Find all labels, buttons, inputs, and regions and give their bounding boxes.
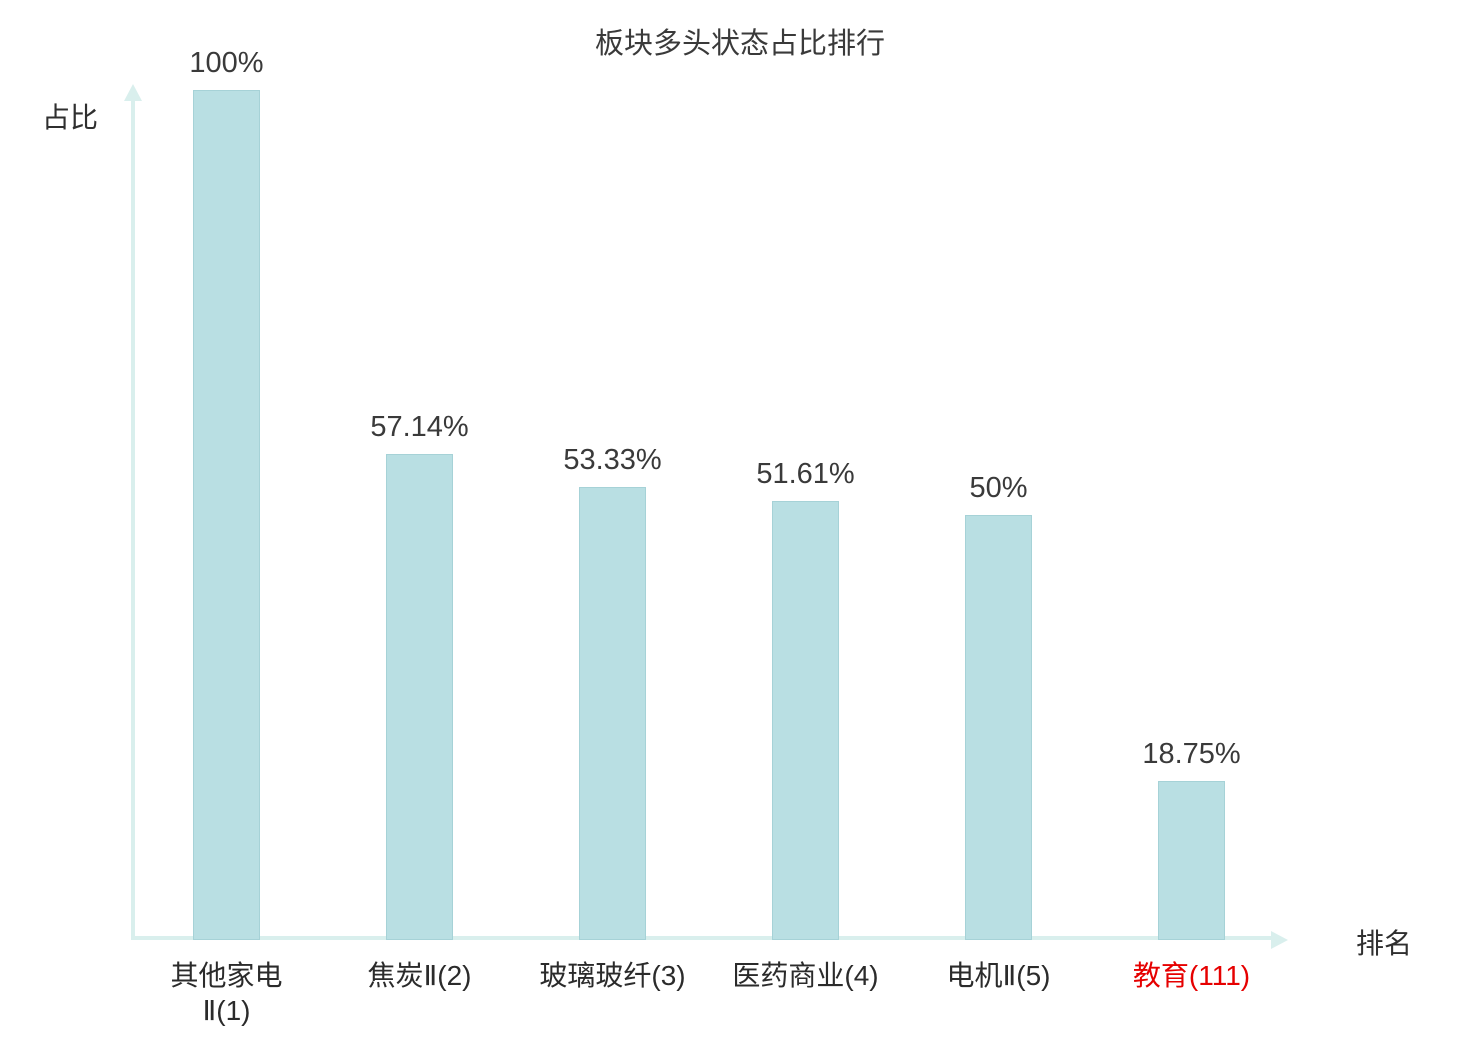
bar [965, 515, 1032, 940]
bar-category-label: 其他家电 Ⅱ(1) [170, 960, 283, 1026]
bar-value-label: 51.61% [756, 458, 855, 491]
bar [772, 501, 839, 940]
bar [579, 486, 646, 940]
chart-title: 板块多头状态占比排行 [594, 28, 886, 60]
bar-value-label: 18.75% [1142, 737, 1241, 770]
bar [1158, 780, 1225, 940]
bar-value-label: 100% [189, 47, 264, 79]
bar-value-label: 57.14% [370, 411, 469, 444]
bar-category-label: 教育(111) [1132, 960, 1251, 991]
bar-value-label: 53.33% [563, 443, 662, 476]
bar-category-label: 玻璃玻纤(3) [539, 960, 686, 991]
bar [193, 90, 260, 940]
y-axis-arrow-icon [124, 84, 142, 101]
bar-value-label: 50% [969, 472, 1028, 504]
x-axis-label: 排名 [1356, 928, 1413, 959]
bar-category-label: 医药商业(4) [732, 960, 879, 991]
bar [386, 454, 453, 940]
bar-category-label: 电机Ⅱ(5) [946, 960, 1051, 991]
x-axis-arrow-icon [1271, 931, 1288, 949]
y-axis-line [131, 100, 135, 940]
y-axis-label: 占比 [42, 102, 99, 133]
x-axis-line [131, 936, 1271, 940]
bar-category-label: 焦炭Ⅱ(2) [367, 960, 472, 991]
